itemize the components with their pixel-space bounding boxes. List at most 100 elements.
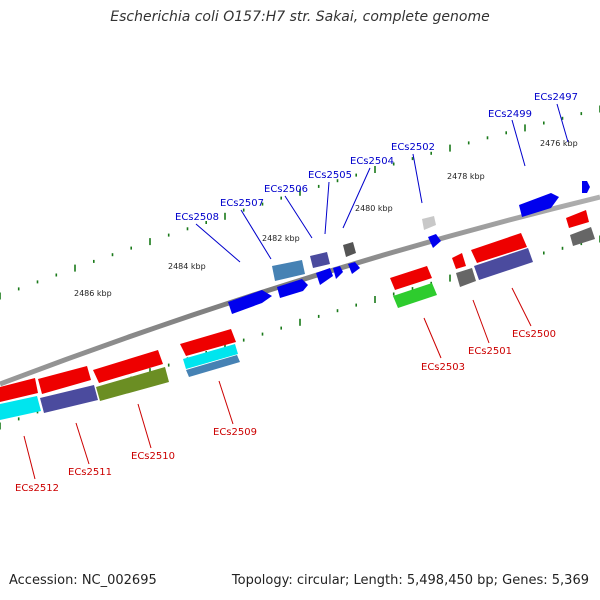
scale-label-2486: 2486 kbp (74, 289, 112, 298)
outer-tick (74, 264, 76, 272)
inner-tick (0, 422, 1, 430)
gene-arrow-ecs2510-b[interactable] (96, 367, 169, 401)
inner-tick (242, 338, 245, 342)
inner-tick (580, 242, 583, 246)
gene-arrow-ecs2501[interactable] (452, 253, 466, 269)
outer-tick (149, 238, 151, 246)
gene-arrow-ecs2503-b[interactable] (393, 283, 437, 308)
reverse-genes (0, 210, 595, 420)
inner-tick (299, 318, 301, 326)
gene-label-ecs2508[interactable]: ECs2508 (175, 212, 219, 223)
outer-tick (55, 273, 58, 277)
gene-label-ecs2512[interactable]: ECs2512 (15, 483, 59, 494)
outer-tick (355, 173, 357, 177)
gene-label-ecs2500[interactable]: ECs2500 (512, 329, 556, 340)
inner-tick (17, 417, 20, 421)
gene-arrow-ecs2508[interactable] (228, 290, 272, 314)
gene-arrow-ecs2497-rev-b[interactable] (570, 227, 595, 246)
outer-tick (430, 151, 432, 155)
outer-tick (505, 131, 507, 135)
outer-tick (186, 227, 189, 231)
gene-arrow-ecs2500[interactable] (471, 233, 527, 263)
inner-tick (280, 326, 282, 330)
outer-tick (374, 166, 376, 173)
gene-arrow-ecs2512[interactable] (0, 378, 38, 402)
outer-tick (467, 141, 470, 145)
outer-tick (543, 121, 545, 125)
gene-arrow-ecs2505-c[interactable] (333, 266, 343, 279)
gene-arrow-ecs2501-b[interactable] (456, 268, 476, 287)
outer-tick (317, 184, 320, 188)
gene-label-ecs2504[interactable]: ECs2504 (350, 156, 394, 167)
gene-arrow-ecs2502-b[interactable] (428, 234, 441, 248)
gene-label-ecs2507[interactable]: ECs2507 (220, 198, 264, 209)
gene-label-ecs2497[interactable]: ECs2497 (534, 92, 578, 103)
accession-text: Accession: NC_002695 (9, 573, 157, 588)
inner-tick (355, 303, 357, 307)
gene-arrow-ecs2500-b[interactable] (474, 248, 533, 280)
gene-arrow-ecs2497-rev[interactable] (566, 210, 589, 228)
gene-arrow-ecs2509-b[interactable] (183, 344, 238, 369)
gene-arrow-ecs2509-c[interactable] (186, 355, 240, 377)
gene-arrow-ecs2512-b[interactable] (0, 396, 41, 420)
gene-arrow-ecs2504-b[interactable] (348, 262, 360, 274)
inner-tick (449, 274, 451, 282)
inner-tick (543, 251, 545, 255)
outer-tick (261, 202, 264, 206)
outer-tick (524, 124, 526, 132)
gene-arrow-ecs2506[interactable] (272, 260, 305, 281)
inner-tick (392, 292, 395, 296)
gene-label-ecs2505[interactable]: ECs2505 (308, 170, 352, 181)
topology-summary-text: Topology: circular; Length: 5,498,450 bp… (231, 573, 589, 588)
forward-gene-labels: ECs2497 ECs2499 ECs2502 ECs2504 ECs2505 … (175, 92, 578, 223)
outer-tick (411, 157, 414, 161)
forward-leader-lines (195, 103, 569, 263)
gene-label-ecs2501[interactable]: ECs2501 (468, 346, 512, 357)
scale-label-2478: 2478 kbp (447, 172, 485, 181)
gene-label-ecs2511[interactable]: ECs2511 (68, 467, 112, 478)
gene-arrow-ecs2497[interactable] (582, 181, 590, 193)
gene-label-ecs2509[interactable]: ECs2509 (213, 427, 257, 438)
gene-arrow-ecs2505[interactable] (310, 252, 330, 268)
outer-tick (449, 144, 451, 152)
outer-tick (17, 287, 20, 291)
gene-arrow-ecs2510[interactable] (93, 350, 163, 383)
outer-tick (280, 196, 282, 200)
gene-arrow-ecs2505-b[interactable] (316, 268, 333, 285)
scale-label-2482: 2482 kbp (262, 234, 300, 243)
gene-label-ecs2510[interactable]: ECs2510 (131, 451, 175, 462)
gene-arrow-ecs2511[interactable] (38, 366, 91, 394)
inner-tick (561, 246, 564, 250)
gene-label-ecs2503[interactable]: ECs2503 (421, 362, 465, 373)
gene-arrow-ecs2507[interactable] (277, 279, 308, 298)
inner-tick (36, 410, 39, 414)
gene-arrow-ecs2502-a[interactable] (422, 216, 436, 230)
inner-tick (167, 363, 170, 367)
inner-tick (336, 309, 339, 313)
gene-label-ecs2502[interactable]: ECs2502 (391, 142, 435, 153)
inner-tick (374, 296, 376, 303)
outer-tick (392, 162, 395, 166)
gene-label-ecs2506[interactable]: ECs2506 (264, 184, 308, 195)
scale-label-2484: 2484 kbp (168, 262, 206, 271)
outer-tick (0, 292, 1, 300)
outer-tick (336, 179, 339, 183)
gene-label-ecs2499[interactable]: ECs2499 (488, 109, 532, 120)
gene-arrow-ecs2504[interactable] (343, 242, 356, 257)
gene-arrow-ecs2503[interactable] (390, 266, 432, 290)
gene-arrow-ecs2499[interactable] (519, 193, 559, 217)
scale-label-2480: 2480 kbp (355, 204, 393, 213)
inner-tick (224, 342, 226, 350)
gene-arrow-ecs2509[interactable] (180, 329, 236, 356)
outer-tick (167, 233, 170, 237)
outer-tick (205, 221, 207, 224)
genome-title: Escherichia coli O157:H7 str. Sakai, com… (110, 9, 490, 25)
outer-tick (111, 253, 114, 257)
inner-tick (317, 314, 320, 318)
inner-tick (411, 287, 414, 291)
outer-tick (486, 136, 489, 140)
reverse-gene-labels: ECs2500 ECs2501 ECs2503 ECs2509 ECs2510 … (15, 329, 556, 494)
gene-arrow-ecs2511-b[interactable] (40, 385, 98, 413)
